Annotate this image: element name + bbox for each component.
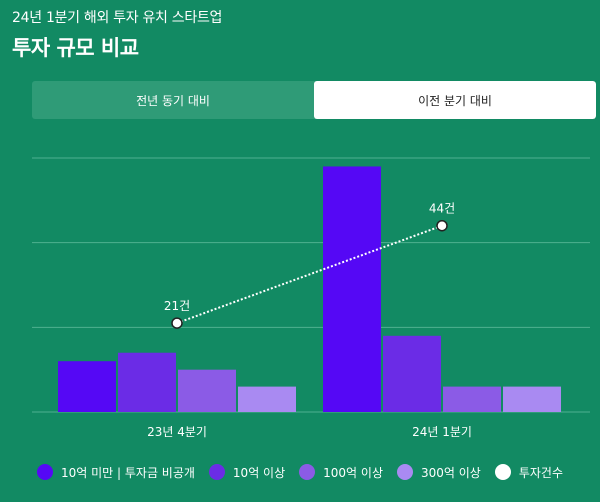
bar: [443, 386, 501, 412]
bar: [383, 335, 441, 412]
bar: [118, 352, 176, 412]
legend-swatch: [36, 464, 53, 480]
bar: [58, 361, 116, 412]
bar: [238, 386, 296, 412]
legend-swatch: [494, 464, 511, 480]
chart-subtitle: 24년 1분기 해외 투자 유치 스타트업: [12, 10, 223, 26]
legend-swatch: [396, 464, 413, 480]
legend-item: 300억 이상: [396, 464, 481, 481]
legend-item: 10억 이상: [208, 464, 286, 481]
line-point: [171, 317, 183, 329]
chart-title: 투자 규모 비교: [12, 36, 139, 60]
line-point: [436, 219, 448, 232]
x-tick-label: 24년 1분기: [412, 425, 472, 439]
legend-swatch: [208, 464, 225, 480]
legend-label: 100억 이상: [323, 465, 383, 480]
bar: [503, 386, 561, 412]
legend-swatch: [299, 464, 316, 480]
investment-bar-chart: 23년 4분기 24년 1분기 21건 44건: [32, 157, 590, 439]
x-tick-label: 23년 4분기: [147, 425, 207, 439]
legend-label: 300억 이상: [420, 465, 481, 480]
legend-label: 10억 이상: [232, 465, 286, 480]
legend-item: 100억 이상: [299, 464, 383, 481]
tab-year-over-year[interactable]: 전년 동기 대비: [136, 93, 210, 108]
line-series: [176, 224, 443, 325]
legend-item: 10억 미만 | 투자금 비공개: [36, 464, 195, 481]
comparison-tabs: 전년 동기 대비 이전 분기 대비: [32, 81, 596, 119]
data-label: 44건: [429, 202, 455, 216]
bar: [323, 166, 381, 412]
legend-item: 투자건수: [494, 464, 563, 481]
legend-label: 투자건수: [518, 465, 563, 480]
chart-legend: 10억 미만 | 투자금 비공개 10억 이상 100억 이상 300억 이상 투자건수: [0, 459, 600, 485]
bar: [178, 369, 236, 412]
legend-label: 10억 미만 | 투자금 비공개: [60, 465, 195, 480]
tab-quarter-over-quarter[interactable]: 이전 분기 대비: [314, 81, 596, 119]
data-label: 21건: [164, 299, 190, 313]
